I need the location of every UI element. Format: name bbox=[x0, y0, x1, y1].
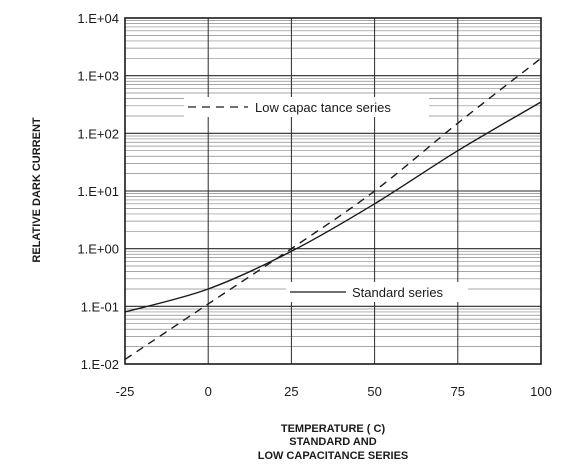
legend-low-capacitance: Low capac tance series bbox=[184, 97, 429, 117]
y-tick-label: 1.E+01 bbox=[77, 184, 119, 199]
x-tick-label: 75 bbox=[451, 384, 465, 399]
x-tick-label: -25 bbox=[116, 384, 135, 399]
x-axis-title: TEMPERATURE ( C) bbox=[281, 423, 386, 435]
x-tick-label: 25 bbox=[284, 384, 298, 399]
y-tick-label: 1.E+04 bbox=[77, 11, 119, 26]
y-axis-title: RELATIVE DARK CURRENT bbox=[31, 117, 43, 263]
y-tick-label: 1.E-02 bbox=[81, 357, 119, 372]
legend-standard: Standard series bbox=[286, 282, 468, 302]
chart-title-line-2: LOW CAPACITANCE SERIES bbox=[258, 450, 409, 462]
legend-background bbox=[184, 97, 429, 117]
y-tick-label: 1.E+03 bbox=[77, 69, 119, 84]
x-tick-label: 100 bbox=[530, 384, 552, 399]
tick-labels: 1.E-02 1.E-01 1.E+00 1.E+01 1.E+02 1.E+03 1.E+… bbox=[77, 11, 551, 399]
legend-background bbox=[286, 282, 468, 302]
y-tick-label: 1.E+02 bbox=[77, 126, 119, 141]
x-tick-label: 50 bbox=[367, 384, 381, 399]
y-tick-label: 1.E+00 bbox=[77, 242, 119, 257]
legend: Low capac tance series Standard series bbox=[184, 97, 468, 302]
low-capacitance-series-line bbox=[124, 57, 542, 361]
plot-frame bbox=[124, 17, 542, 365]
y-tick-label: 1.E-01 bbox=[81, 299, 119, 314]
series-layer bbox=[124, 57, 542, 361]
grid bbox=[124, 18, 542, 365]
standard-series-line bbox=[124, 101, 542, 313]
legend-label: Low capac tance series bbox=[255, 100, 391, 115]
chart-title-line-1: STANDARD AND bbox=[289, 436, 376, 448]
legend-label: Standard series bbox=[352, 285, 444, 300]
x-tick-label: 0 bbox=[205, 384, 212, 399]
